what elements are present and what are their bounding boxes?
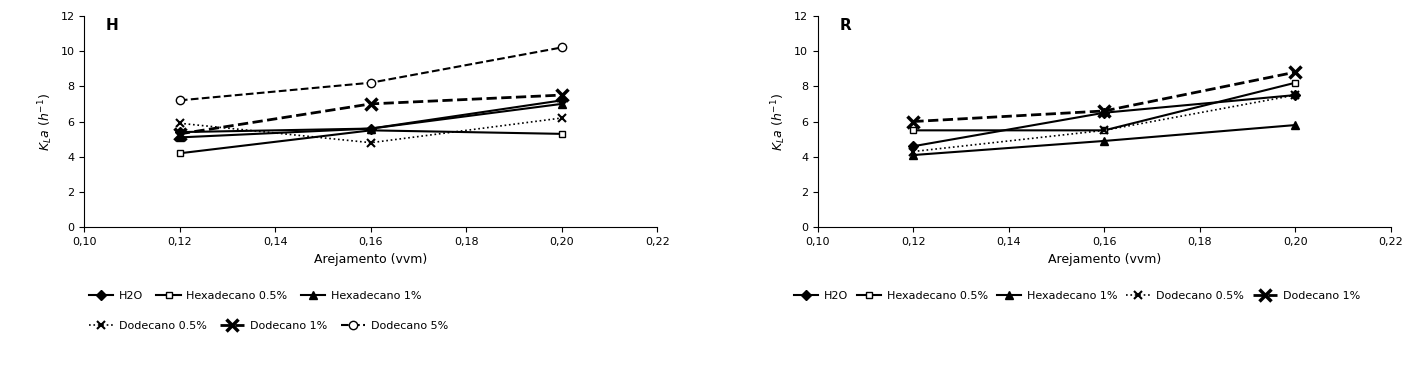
- Legend: Dodecano 0.5%, Dodecano 1%, Dodecano 5%: Dodecano 0.5%, Dodecano 1%, Dodecano 5%: [84, 316, 452, 335]
- X-axis label: Arejamento (vvm): Arejamento (vvm): [315, 252, 427, 266]
- X-axis label: Arejamento (vvm): Arejamento (vvm): [1048, 252, 1161, 266]
- Text: H: H: [105, 18, 118, 33]
- Text: R: R: [839, 18, 851, 33]
- Y-axis label: $K_La\ (h^{-1})$: $K_La\ (h^{-1})$: [37, 93, 55, 151]
- Y-axis label: $K_La\ (h^{-1})$: $K_La\ (h^{-1})$: [770, 93, 788, 151]
- Legend: H2O, Hexadecano 0.5%, Hexadecano 1%, Dodecano 0.5%, Dodecano 1%: H2O, Hexadecano 0.5%, Hexadecano 1%, Dod…: [790, 287, 1364, 305]
